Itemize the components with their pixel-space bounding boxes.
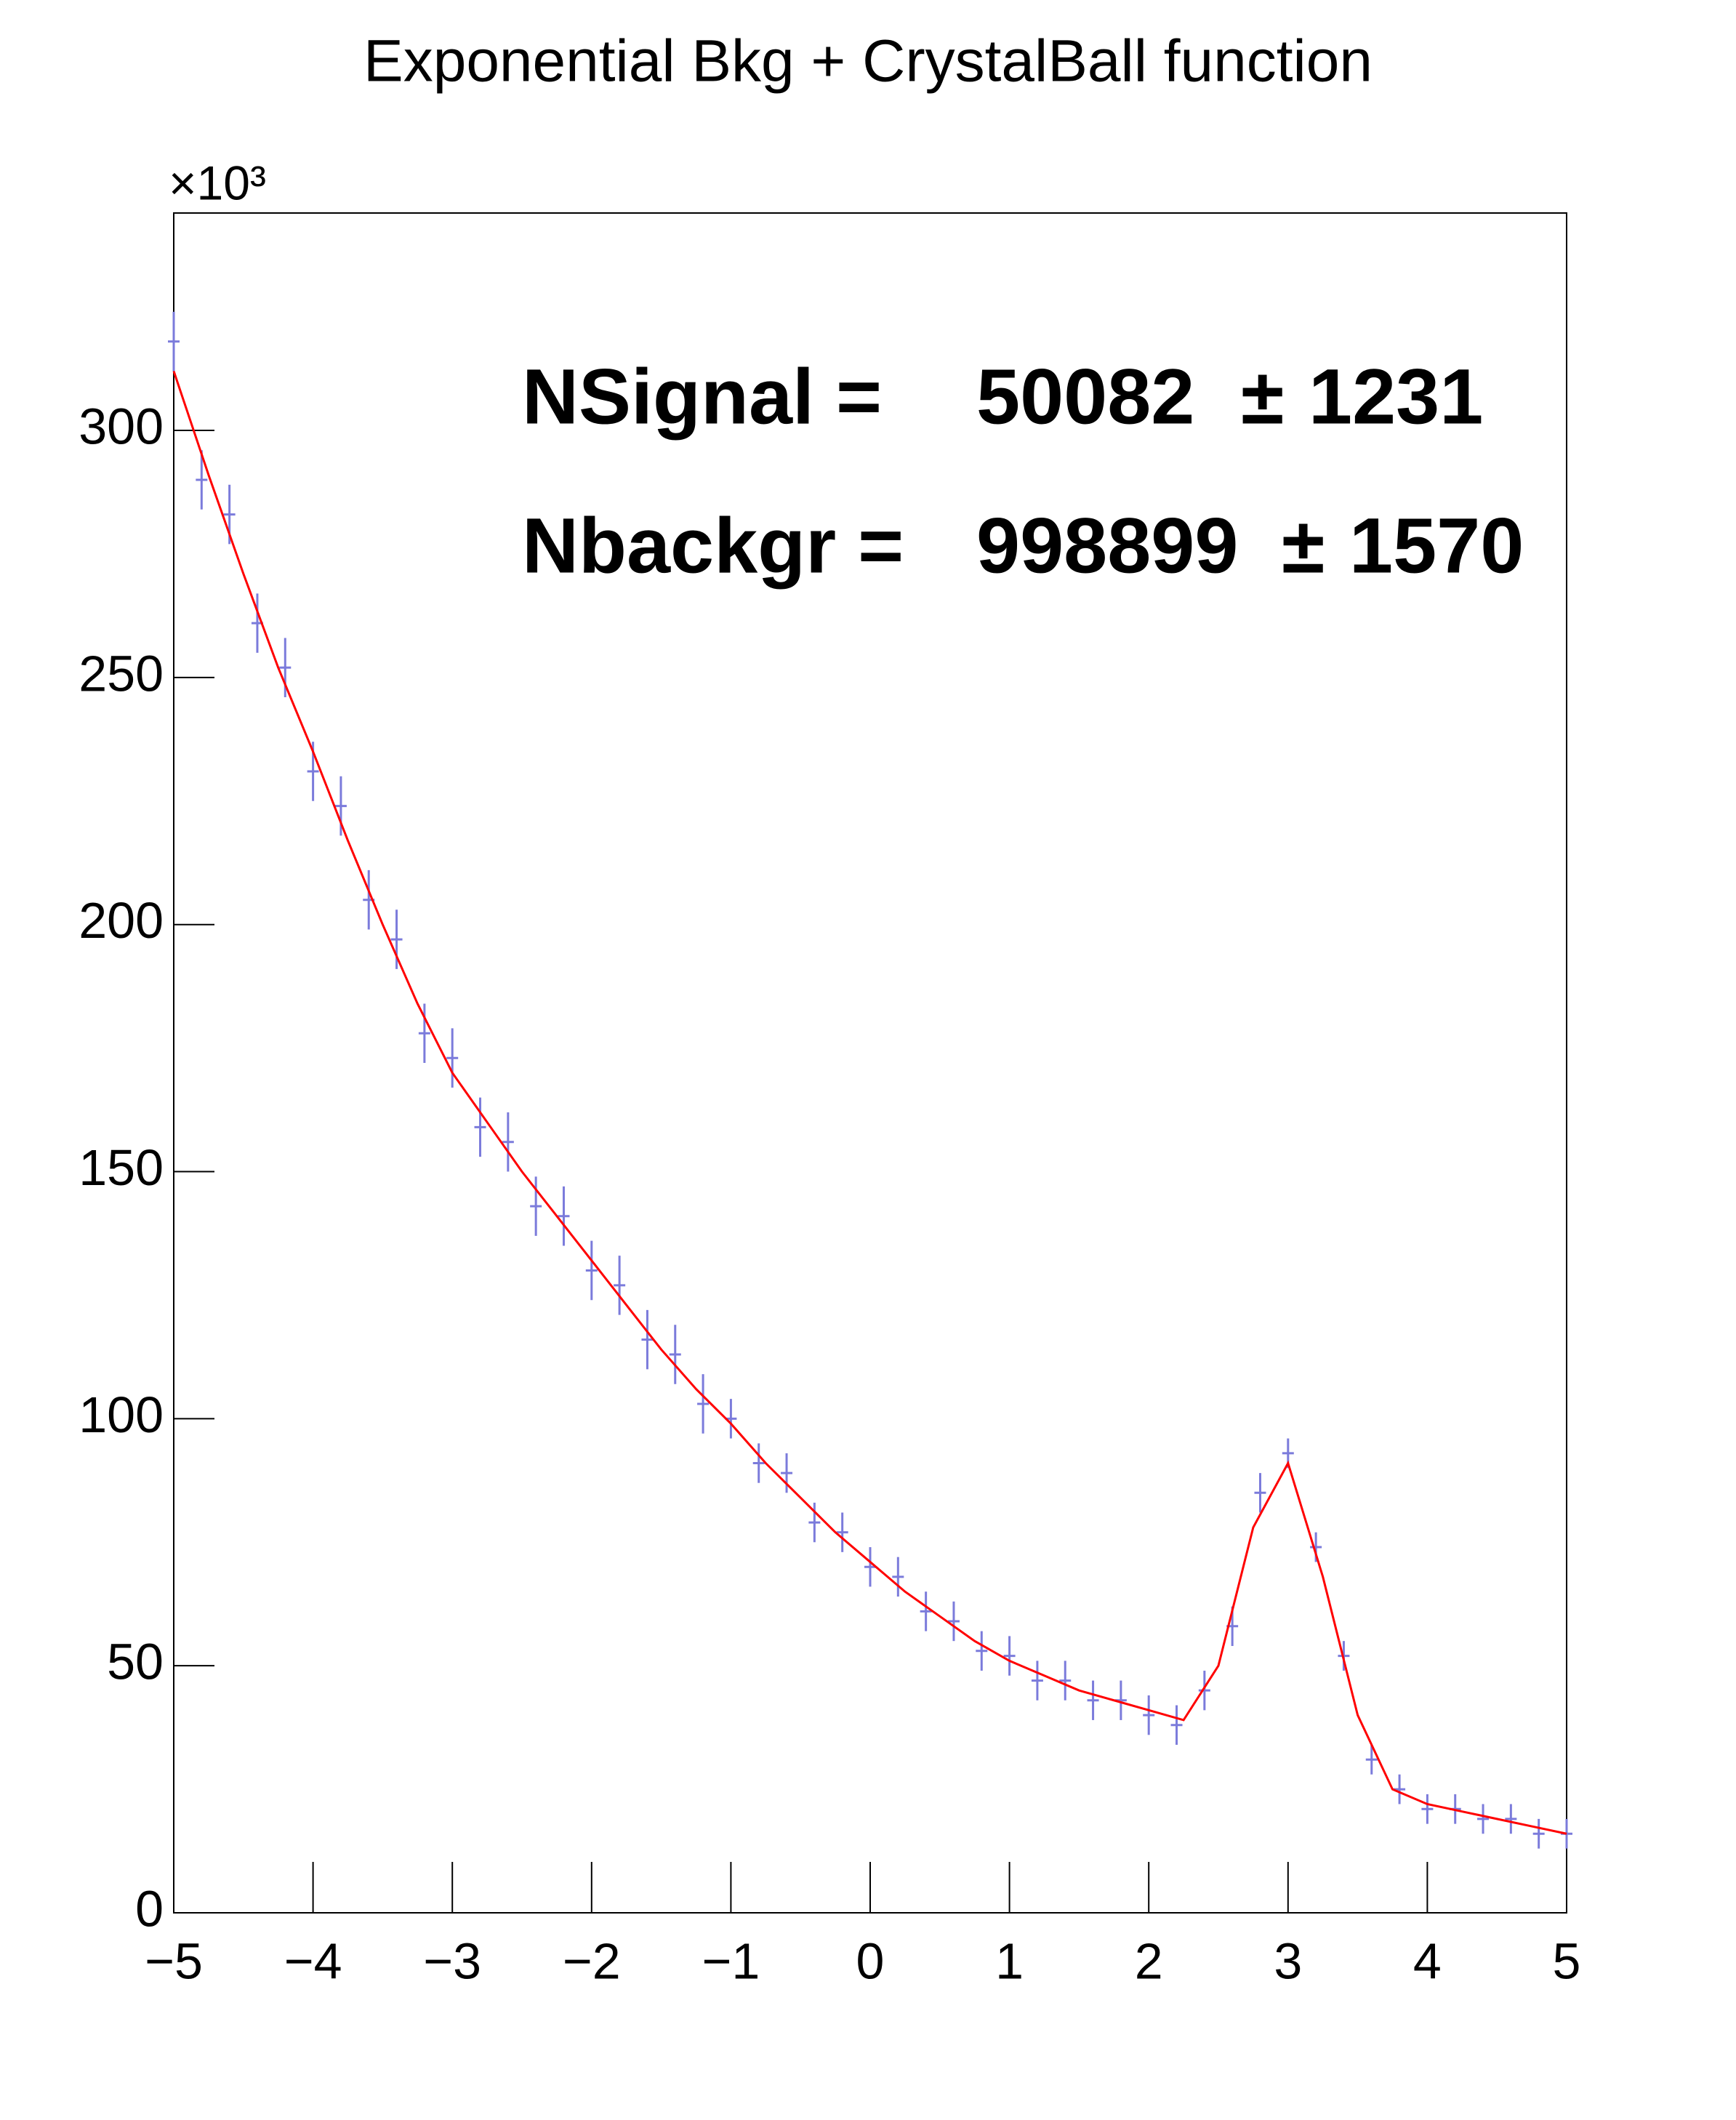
x-tick-label: 5 [1553,1932,1581,1989]
annotation-value: 998899 [976,502,1238,590]
annotation-pm: ± [1282,502,1325,590]
x-tick-label: 1 [995,1932,1024,1989]
y-tick-label: 0 [135,1880,164,1937]
annotation-error: 1570 [1349,502,1524,590]
y-tick-label: 300 [79,398,164,455]
x-tick-label: 3 [1274,1932,1302,1989]
annotation-label: NSignal = [522,353,882,441]
x-tick-label: −1 [702,1932,760,1989]
y-tick-label: 150 [79,1139,164,1196]
y-multiplier: ×10³ [169,156,266,209]
fit-curve [172,371,1567,1835]
y-tick-label: 100 [79,1386,164,1443]
y-tick-label: 250 [79,645,164,702]
x-tick-label: 4 [1413,1932,1442,1989]
annotation-value: 50082 [976,353,1194,441]
annotation-label: Nbackgr = [522,502,904,590]
y-tick-label: 200 [79,892,164,949]
y-tick-label: 50 [107,1634,164,1690]
x-tick-label: −3 [423,1932,481,1989]
x-tick-label: 0 [856,1932,885,1989]
x-tick-label: −5 [145,1932,203,1989]
chart-title: Exponential Bkg + CrystalBall function [363,28,1373,95]
annotation-error: 1231 [1309,353,1483,441]
x-tick-label: 2 [1135,1932,1163,1989]
x-tick-label: −4 [284,1932,342,1989]
annotation-pm: ± [1241,353,1284,441]
x-tick-label: −2 [563,1932,621,1989]
